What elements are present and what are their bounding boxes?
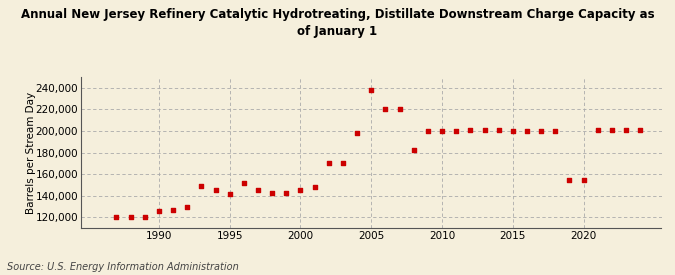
- Point: [167, 208, 178, 212]
- Point: [111, 215, 122, 220]
- Point: [252, 188, 263, 192]
- Point: [394, 107, 405, 112]
- Point: [508, 129, 518, 133]
- Text: Source: U.S. Energy Information Administration: Source: U.S. Energy Information Administ…: [7, 262, 238, 272]
- Point: [578, 177, 589, 182]
- Point: [352, 131, 362, 135]
- Point: [309, 185, 320, 189]
- Text: Annual New Jersey Refinery Catalytic Hydrotreating, Distillate Downstream Charge: Annual New Jersey Refinery Catalytic Hyd…: [21, 8, 654, 38]
- Point: [550, 129, 561, 133]
- Point: [593, 128, 603, 132]
- Point: [451, 129, 462, 133]
- Point: [465, 128, 476, 132]
- Point: [408, 148, 419, 153]
- Point: [380, 107, 391, 112]
- Point: [366, 88, 377, 92]
- Y-axis label: Barrels per Stream Day: Barrels per Stream Day: [26, 92, 36, 214]
- Point: [281, 190, 292, 195]
- Point: [437, 129, 448, 133]
- Point: [479, 128, 490, 132]
- Point: [182, 204, 192, 209]
- Point: [196, 184, 207, 188]
- Point: [153, 209, 164, 213]
- Point: [238, 181, 249, 185]
- Point: [621, 128, 632, 132]
- Point: [607, 128, 618, 132]
- Point: [323, 161, 334, 166]
- Point: [139, 215, 150, 220]
- Point: [564, 177, 575, 182]
- Point: [267, 190, 277, 195]
- Point: [493, 128, 504, 132]
- Point: [635, 128, 646, 132]
- Point: [210, 188, 221, 192]
- Point: [423, 129, 433, 133]
- Point: [536, 129, 547, 133]
- Point: [522, 129, 533, 133]
- Point: [338, 161, 348, 166]
- Point: [295, 188, 306, 192]
- Point: [125, 215, 136, 220]
- Point: [224, 191, 235, 196]
